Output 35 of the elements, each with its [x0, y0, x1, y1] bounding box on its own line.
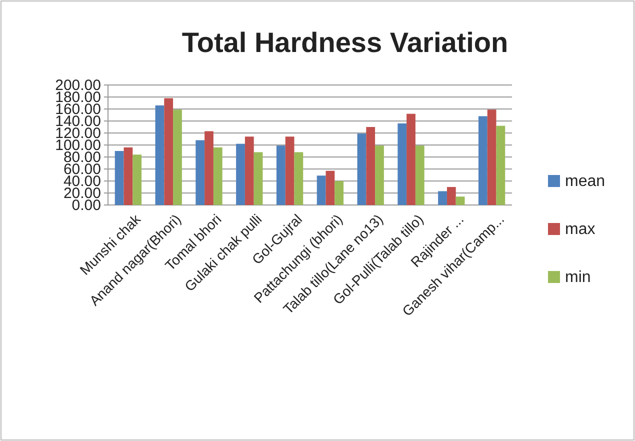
bar: [114, 151, 124, 205]
bar: [496, 126, 506, 205]
bar: [398, 123, 407, 205]
bar: [173, 110, 182, 205]
y-tick-label: 0.00: [72, 196, 101, 214]
bar: [366, 127, 376, 205]
chart-title: Total Hardness Variation: [182, 27, 508, 58]
bar: [316, 176, 326, 205]
bar: [415, 146, 424, 205]
bar: [213, 147, 222, 205]
bar: [155, 105, 164, 205]
bar: [375, 146, 384, 205]
bar: [357, 134, 366, 205]
bar: [478, 116, 488, 205]
bar: [204, 131, 214, 205]
legend-label: mean: [565, 173, 606, 190]
bar: [285, 136, 294, 205]
bar: [276, 146, 286, 205]
bar: [294, 152, 304, 205]
bar: [406, 114, 416, 205]
legend-label: max: [565, 221, 596, 238]
bar: [456, 196, 465, 205]
bar: [334, 181, 344, 205]
bar: [244, 136, 254, 205]
bar: [124, 147, 133, 205]
bar: [236, 144, 245, 205]
bar: [438, 191, 447, 205]
bar: [254, 152, 263, 205]
bar: [132, 154, 142, 205]
bar: [446, 187, 456, 205]
bar: [326, 170, 335, 205]
legend-label: min: [565, 269, 591, 286]
bar: [164, 98, 174, 205]
bar: [487, 110, 496, 205]
bar: [196, 140, 205, 205]
